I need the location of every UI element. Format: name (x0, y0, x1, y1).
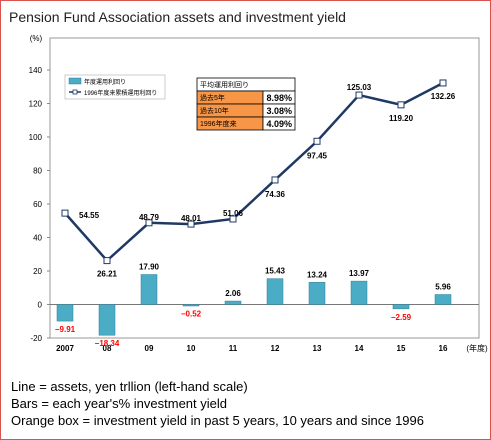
line-point (439, 79, 447, 87)
line-data-label: 48.01 (181, 214, 202, 223)
line-data-label: 54.55 (79, 211, 100, 220)
bar (182, 304, 200, 307)
x-tick-label: 13 (313, 344, 322, 353)
bar (98, 304, 116, 336)
bar-data-label: 15.43 (265, 267, 286, 276)
x-tick-label: 12 (271, 344, 280, 353)
legend (64, 74, 166, 100)
assets-line (64, 81, 444, 263)
inset-table-value: 8.98% (266, 93, 292, 103)
line-data-label: 119.20 (389, 114, 414, 123)
line-point (355, 91, 363, 99)
inset-table-header: 平均運用利回り (200, 80, 249, 89)
bar-data-label: 17.90 (139, 263, 160, 272)
bar-data-label: 13.97 (349, 269, 370, 278)
line-point (145, 219, 153, 227)
line-point (271, 176, 279, 184)
x-tick-label: 09 (145, 344, 154, 353)
line-point (397, 101, 405, 109)
bar-data-label: −18.34 (95, 339, 120, 348)
chart: -20 0 20 40 60 80 100 120 140 (%) 2007 08 09 10 11 12 13… (29, 34, 488, 353)
bar (392, 304, 410, 310)
x-tick-label: 08 (103, 344, 112, 353)
y-tick-label: -20 (30, 334, 42, 343)
bar (434, 294, 452, 305)
bar (308, 282, 326, 305)
note-bars: Bars = each year's% investment yield (11, 396, 227, 411)
x-tick-label: 11 (229, 344, 238, 353)
y-tick-label: 60 (33, 200, 42, 209)
y-tick-label: 40 (33, 234, 42, 243)
legend-line-label: 1996年度来累積運用利回り (84, 89, 157, 97)
bar (224, 300, 242, 305)
bar-data-label: 5.96 (435, 283, 451, 292)
line-data-label: 97.45 (307, 151, 328, 160)
inset-table-label: 1996年度来 (200, 119, 237, 128)
bar-data-label: −2.59 (391, 313, 412, 322)
inset-table-label: 過去10年 (200, 106, 229, 115)
inset-table-value-cell (262, 116, 296, 131)
y-tick-label: 140 (29, 66, 43, 75)
line-point (103, 257, 111, 265)
note-line: Line = assets, yen trllion (left-hand sc… (11, 379, 248, 394)
bar-data-label: −9.91 (55, 325, 76, 334)
line-data-label: 132.26 (431, 92, 456, 101)
line-data-label: 26.21 (97, 270, 118, 279)
line-data-label: 48.79 (139, 213, 160, 222)
x-unit: (年度) (466, 343, 488, 353)
y-tick-label: 80 (33, 167, 42, 176)
note-orange-box: Orange box = investment yield in past 5 … (11, 413, 424, 428)
inset-table-label: 過去5年 (200, 93, 225, 102)
bar (140, 274, 158, 305)
y-tick-label: 100 (29, 133, 43, 142)
legend-bar-label: 年度運用利回り (84, 78, 126, 86)
legend-bar-swatch (68, 77, 82, 85)
line-data-label: 74.36 (265, 190, 286, 199)
x-tick-label: 16 (439, 344, 448, 353)
y-tick-label: 20 (33, 267, 42, 276)
bar (266, 278, 284, 305)
x-tick-label: 2007 (56, 344, 74, 353)
notes: Line = assets, yen trllion (left-hand sc… (11, 378, 424, 429)
x-tick-label: 14 (355, 344, 364, 353)
line-data-label: 125.03 (347, 83, 372, 92)
legend-line-marker (72, 89, 78, 95)
bar (350, 280, 368, 305)
y-tick-label: 0 (38, 301, 43, 310)
line-point (61, 209, 69, 217)
line-point (313, 137, 321, 145)
bar-data-label: 2.06 (225, 289, 241, 298)
plot-area (49, 37, 480, 339)
x-tick-label: 15 (397, 344, 406, 353)
figure-title: Pension Fund Association assets and inve… (9, 9, 346, 25)
bar-data-label: 13.24 (307, 270, 328, 279)
x-tick-label: 10 (187, 344, 196, 353)
line-point (187, 220, 195, 228)
inset-table-value: 4.09% (266, 119, 292, 129)
line-point (229, 215, 237, 223)
line-data-label: 51.06 (223, 209, 244, 218)
bar (56, 304, 74, 322)
bar-data-label: −0.52 (181, 309, 202, 318)
inset-table-value: 3.08% (266, 106, 292, 116)
y-unit: (%) (30, 34, 43, 43)
y-tick-label: 120 (29, 100, 43, 109)
